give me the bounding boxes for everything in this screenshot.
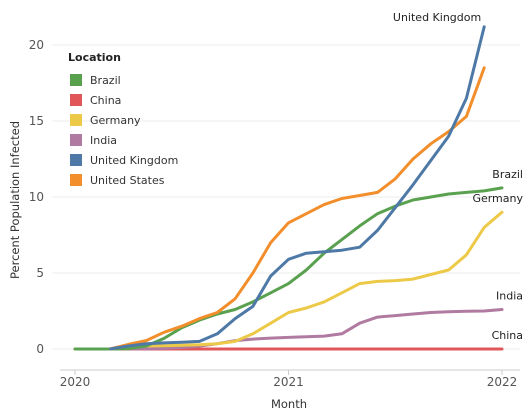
series-end-label: Germany (472, 192, 523, 205)
legend-swatch (70, 154, 82, 166)
y-tick-label: 15 (29, 114, 44, 128)
series-line-united-kingdom (109, 25, 486, 351)
series-line-india (126, 308, 504, 351)
gridlines (52, 44, 520, 350)
series-line-germany (109, 210, 504, 351)
x-tick-label: 2020 (60, 375, 91, 389)
y-tick-label: 20 (29, 38, 44, 52)
series-end-label: Brazil (492, 168, 523, 181)
legend-swatch (70, 174, 82, 186)
series-end-label: China (492, 329, 523, 342)
legend-entry-label: United States (90, 174, 165, 187)
x-tick-label: 2022 (487, 375, 518, 389)
series-line-brazil (73, 186, 504, 351)
series-lines (73, 25, 504, 351)
series-line-united-states (109, 66, 486, 351)
x-axis-title: Month (271, 397, 307, 411)
y-tick-label: 10 (29, 190, 44, 204)
legend-entry-label: Brazil (90, 74, 121, 87)
y-axis-title: Percent Population Infected (8, 121, 22, 279)
series-end-label: India (496, 289, 523, 302)
series-end-labels: Brazil China Germany India United Kingdom (393, 11, 524, 342)
x-tick-label: 2021 (273, 375, 304, 389)
y-tick-label: 5 (36, 266, 44, 280)
legend-swatch (70, 114, 82, 126)
legend-title: Location (68, 51, 121, 64)
legend-swatch (70, 134, 82, 146)
series-end-label: United Kingdom (393, 11, 481, 24)
x-tick-labels: 2020 2021 2022 (60, 370, 518, 389)
y-tick-label: 0 (36, 342, 44, 356)
legend-entry-label: China (90, 94, 121, 107)
legend-swatch (70, 94, 82, 106)
legend-entry-label: India (90, 134, 117, 147)
legend-entry-label: United Kingdom (90, 154, 178, 167)
y-tick-labels: 0 5 10 15 20 (29, 38, 44, 356)
legend-entry-label: Germany (90, 114, 141, 127)
legend: Location Brazil China Germany India United K… (68, 51, 178, 187)
legend-swatch (70, 74, 82, 86)
